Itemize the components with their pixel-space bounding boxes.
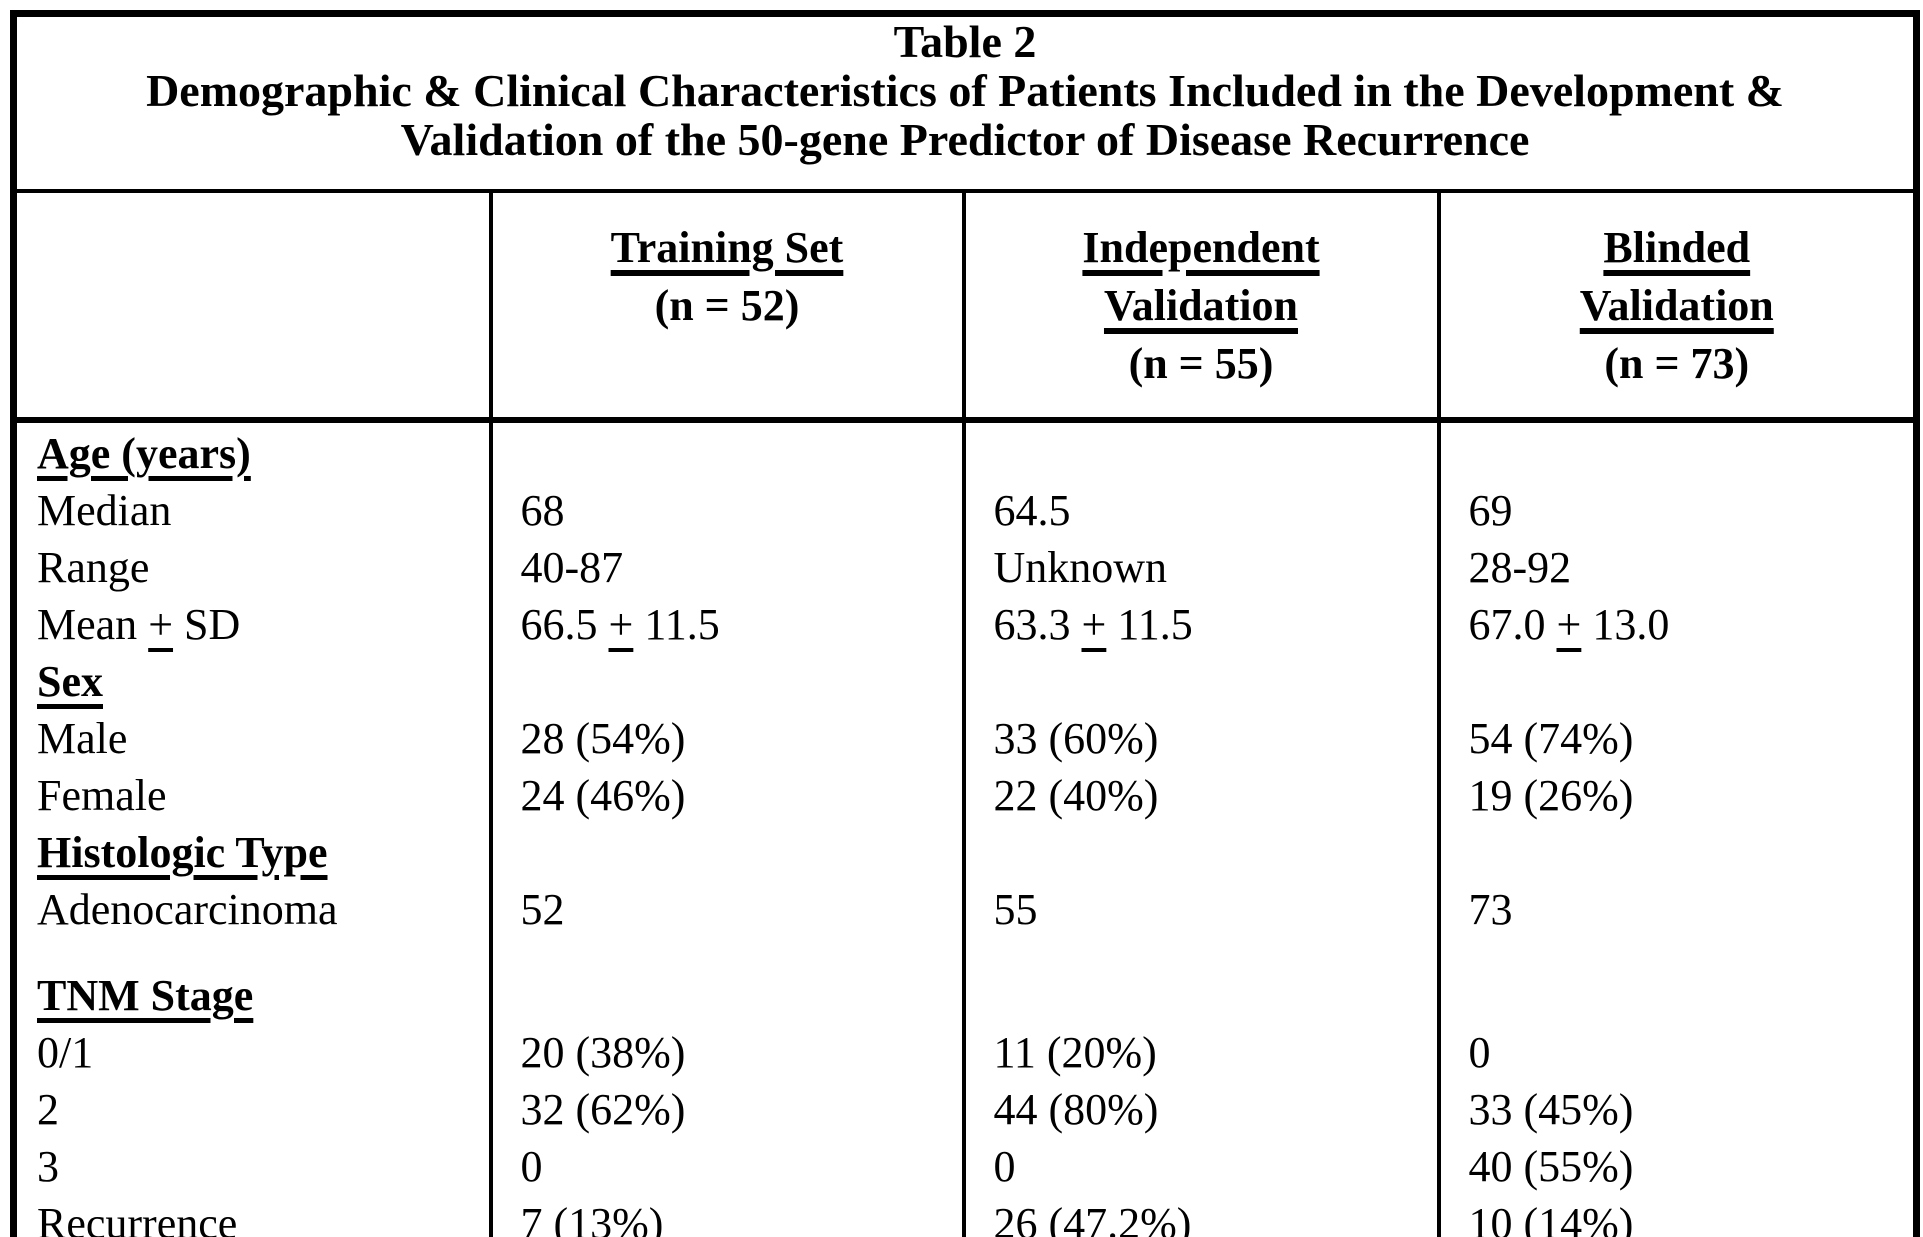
section-label: Sex [37, 657, 103, 706]
training-set-column: 68 40-87 66.5 + 11.5 28 (54%) 24 (46%) 52 20 (… [488, 418, 966, 1237]
cell-value [1443, 425, 1913, 482]
cell-value [495, 824, 960, 881]
cell-value: 54 (74%) [1468, 714, 1634, 763]
spacer-line [968, 938, 1435, 967]
cell-value: 40 (55%) [1468, 1142, 1634, 1191]
section-label-line: Histologic Type [18, 824, 487, 881]
cell-value: 73 [1468, 885, 1513, 934]
row-label: Male [37, 714, 128, 763]
cell-value: 40-87 [520, 543, 624, 592]
header-empty-cell [11, 189, 493, 423]
row-label: Adenocarcinoma [37, 885, 338, 934]
plus-minus-symbol: + [148, 600, 174, 649]
spacer-line [495, 938, 960, 967]
section-label-line: Age (years) [18, 425, 487, 482]
row-label: 2 [37, 1085, 59, 1134]
section-label: TNM Stage [37, 971, 254, 1020]
cell-value: 28 (54%) [520, 714, 686, 763]
row-label: Recurrence [37, 1199, 238, 1237]
cell-value: 0 [1468, 1028, 1491, 1077]
section-label: Age (years) [37, 429, 251, 478]
cell-value: 22 (40%) [993, 771, 1159, 820]
row-label: 3 [37, 1142, 59, 1191]
cell-value: 24 (46%) [520, 771, 686, 820]
cell-value [968, 425, 1435, 482]
cell-value: 0 [993, 1142, 1016, 1191]
cell-value: 64.5 [993, 486, 1071, 535]
cell-value: 68 [520, 486, 565, 535]
cell-value: 32 (62%) [520, 1085, 686, 1134]
column-title-line: Independent [968, 219, 1435, 277]
cell-value: Unknown [993, 543, 1168, 592]
column-title: Training Set [610, 223, 844, 272]
spacer-line [18, 938, 487, 967]
column-title: Validation [1103, 281, 1298, 330]
plus-minus-symbol: + [1556, 600, 1582, 649]
cell-value [495, 967, 960, 1024]
cell-value: 44 (80%) [993, 1085, 1159, 1134]
cell-value [1443, 967, 1913, 1024]
header-blinded-validation: Blinded Validation (n = 73) [1436, 189, 1919, 423]
row-label: Median [37, 486, 172, 535]
independent-validation-column: 64.5 Unknown 63.3 + 11.5 33 (60%) 22 (40%) 55… [961, 418, 1441, 1237]
column-title: Independent [1082, 223, 1320, 272]
table-title-block: Table 2 Demographic & Clinical Character… [11, 11, 1919, 193]
row-label: 0/1 [37, 1028, 94, 1077]
cell-value [495, 653, 960, 710]
plus-minus-symbol: + [1081, 600, 1107, 649]
section-label: Histologic Type [37, 828, 328, 877]
cell-value: 55 [993, 885, 1038, 934]
cell-value: 63.3 + 11.5 [993, 600, 1193, 649]
cell-value: 33 (60%) [993, 714, 1159, 763]
row-label: Range [37, 543, 150, 592]
title-row: Table 2 Demographic & Clinical Character… [11, 11, 1919, 193]
body-row: Age (years) Median Range Mean + SD Sex Male Fe… [11, 418, 1919, 1237]
table-title-line-1: Demographic & Clinical Characteristics o… [146, 65, 1784, 116]
column-n-label: (n = 52) [654, 281, 800, 330]
cell-value: 33 (45%) [1468, 1085, 1634, 1134]
column-title-line: Validation [1443, 277, 1913, 335]
cell-value: 20 (38%) [520, 1028, 686, 1077]
blinded-validation-column: 69 28-92 67.0 + 13.0 54 (74%) 19 (26%) 73 0 33 … [1436, 418, 1919, 1237]
column-title: Blinded [1603, 223, 1751, 272]
cell-value [968, 653, 1435, 710]
header-row: Training Set (n = 52) Independent Valida… [11, 189, 1919, 423]
header-independent-validation: Independent Validation (n = 55) [961, 189, 1441, 423]
cell-value: 66.5 + 11.5 [520, 600, 720, 649]
patient-characteristics-table: Table 2 Demographic & Clinical Character… [10, 10, 1921, 1237]
cell-value [968, 824, 1435, 881]
column-title-line: Blinded [1443, 219, 1913, 277]
cell-value: 28-92 [1468, 543, 1572, 592]
section-label-line: TNM Stage [18, 967, 487, 1024]
cell-value: 11 (20%) [993, 1028, 1157, 1077]
cell-value: 0 [520, 1142, 543, 1191]
labels-column: Age (years) Median Range Mean + SD Sex Male Fe… [11, 418, 493, 1237]
table-title-line-2: Validation of the 50-gene Predictor of D… [400, 114, 1530, 165]
cell-value [968, 967, 1435, 1024]
section-label-line: Sex [18, 653, 487, 710]
cell-value: 69 [1468, 486, 1513, 535]
column-n-label: (n = 55) [1128, 339, 1274, 388]
header-training-set: Training Set (n = 52) [488, 189, 966, 423]
table-number: Table 2 [893, 16, 1037, 67]
row-label: Mean + SD [37, 600, 241, 649]
cell-value: 52 [520, 885, 565, 934]
plus-minus-symbol: + [608, 600, 634, 649]
column-title-line: Training Set [495, 219, 960, 277]
cell-value: 19 (26%) [1468, 771, 1634, 820]
cell-value [495, 425, 960, 482]
cell-value: 26 (47.2%) [993, 1199, 1192, 1237]
row-label: Female [37, 771, 167, 820]
spacer-line [1443, 938, 1913, 967]
column-title-line: Validation [968, 277, 1435, 335]
cell-value [1443, 824, 1913, 881]
column-n-label: (n = 73) [1604, 339, 1750, 388]
cell-value: 67.0 + 13.0 [1468, 600, 1670, 649]
cell-value: 7 (13%) [520, 1199, 664, 1237]
column-title: Validation [1579, 281, 1774, 330]
cell-value: 10 (14%) [1468, 1199, 1634, 1237]
cell-value [1443, 653, 1913, 710]
